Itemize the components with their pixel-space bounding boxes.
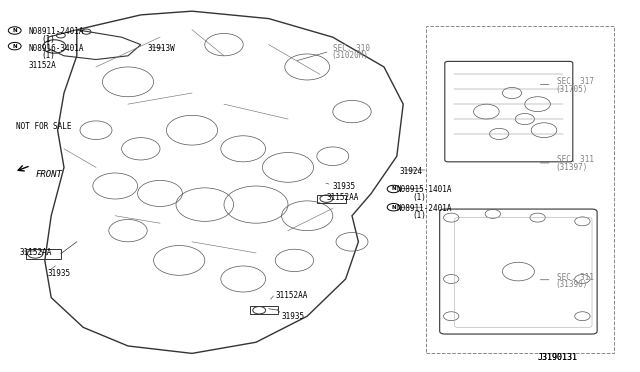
Text: 31913W: 31913W (147, 44, 175, 53)
Text: SEC. 310: SEC. 310 (333, 44, 370, 53)
Text: (31390): (31390) (556, 280, 588, 289)
Text: J3190131: J3190131 (538, 353, 578, 362)
Bar (250, 306, 278, 314)
Text: N: N (391, 205, 396, 210)
Circle shape (387, 203, 400, 211)
Text: N: N (12, 28, 17, 33)
Text: 31152AA: 31152AA (19, 248, 52, 257)
Text: NOT FOR SALE: NOT FOR SALE (16, 122, 72, 131)
Text: 31935: 31935 (48, 269, 71, 278)
Text: N08911-2401A: N08911-2401A (29, 27, 84, 36)
Text: N08916-3401A: N08916-3401A (29, 44, 84, 53)
Text: 31924: 31924 (400, 167, 423, 176)
Text: (31020M): (31020M) (332, 51, 369, 60)
Text: 31152AA: 31152AA (326, 193, 359, 202)
Circle shape (8, 27, 21, 34)
Text: SEC. 311: SEC. 311 (557, 155, 594, 164)
Text: SEC. 311: SEC. 311 (557, 273, 594, 282)
Text: N: N (12, 44, 17, 49)
Text: FRONT: FRONT (35, 170, 62, 179)
Text: 31152AA: 31152AA (275, 291, 308, 300)
Text: (1): (1) (42, 51, 56, 60)
Circle shape (387, 185, 400, 193)
Text: 31935: 31935 (333, 182, 356, 190)
Text: (1): (1) (413, 193, 427, 202)
Text: (1): (1) (413, 211, 427, 220)
Text: J3190131: J3190131 (538, 353, 578, 362)
Bar (426, 26, 614, 353)
Bar (26, 249, 61, 259)
Circle shape (8, 42, 21, 50)
Text: 31935: 31935 (282, 312, 305, 321)
Text: (31397): (31397) (556, 163, 588, 172)
Bar (317, 195, 346, 203)
Text: (31705): (31705) (556, 85, 588, 94)
Text: N: N (391, 186, 396, 192)
Text: SEC. 317: SEC. 317 (557, 77, 594, 86)
Text: 31152A: 31152A (29, 61, 56, 70)
Text: N08915-1401A: N08915-1401A (397, 185, 452, 194)
Text: (1): (1) (42, 35, 56, 44)
Text: N08911-2401A: N08911-2401A (397, 204, 452, 213)
